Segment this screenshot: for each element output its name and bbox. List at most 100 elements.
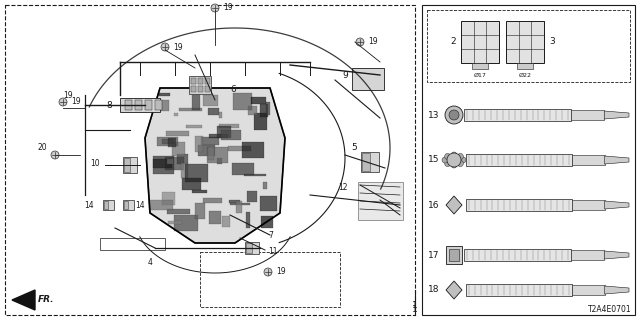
Bar [422,5,635,315]
Circle shape [445,106,463,124]
Bar [221,130,241,140]
Bar [177,155,188,164]
Bar [572,110,604,120]
Circle shape [445,154,451,159]
Bar [358,182,403,220]
Text: Ø17: Ø17 [474,73,486,77]
Circle shape [211,4,219,12]
Bar [123,157,137,173]
Polygon shape [12,290,35,310]
Polygon shape [604,251,629,259]
Bar [150,200,173,210]
Text: 19: 19 [63,91,72,100]
Text: 17: 17 [428,251,439,260]
Text: 19: 19 [71,98,81,107]
Text: FR.: FR. [38,295,54,305]
Text: 9: 9 [342,70,348,79]
Bar [155,100,162,110]
Bar [195,203,205,220]
Bar [217,126,231,138]
Bar [159,92,170,96]
Bar [222,216,230,227]
Bar [427,10,630,82]
Bar [168,138,176,148]
Bar [162,139,174,144]
Bar [104,201,108,209]
Bar [165,157,184,170]
Polygon shape [605,201,629,209]
Bar [203,198,221,203]
Bar [219,124,239,128]
Text: 19: 19 [173,43,182,52]
Bar [184,164,208,182]
Bar [466,154,572,166]
Bar [167,159,173,164]
Text: 12: 12 [339,183,348,193]
Bar [172,142,184,156]
Bar [466,284,572,296]
Bar [251,97,266,104]
Circle shape [449,110,459,120]
Bar [195,136,203,152]
Bar [154,156,174,174]
Bar [182,178,201,190]
Bar [446,246,462,264]
Polygon shape [605,156,629,164]
Text: 1: 1 [412,305,418,314]
Bar [181,163,188,178]
Bar [168,221,182,224]
Bar [207,147,228,163]
Bar [242,142,264,157]
Bar [253,113,266,130]
Circle shape [442,157,448,163]
Circle shape [458,154,463,159]
Polygon shape [605,286,629,294]
Circle shape [451,162,457,168]
Circle shape [460,157,466,163]
Bar [120,98,160,112]
Text: Ø22: Ø22 [518,73,531,77]
Text: 11: 11 [268,247,278,257]
Bar [362,153,370,171]
Bar [192,92,200,110]
Bar [228,146,251,151]
Bar [466,199,572,211]
Bar [236,201,243,213]
Bar [205,78,210,84]
Bar [209,133,228,138]
Bar [263,182,267,189]
Bar [572,285,605,295]
Bar [361,152,379,172]
Text: 19: 19 [276,268,285,276]
Bar [246,243,252,253]
Bar [233,93,252,110]
Bar [248,106,257,116]
Bar [472,63,488,69]
Bar [162,191,175,205]
Text: 13: 13 [428,110,439,119]
Bar [572,250,604,260]
Bar [201,137,218,145]
Polygon shape [604,111,629,119]
Bar [192,190,207,194]
Circle shape [59,98,67,106]
Bar [191,86,196,92]
Bar [198,86,203,92]
Bar [572,200,605,210]
Bar [260,196,277,211]
Bar [135,100,142,110]
Bar [244,174,266,177]
Circle shape [161,43,169,51]
Bar [266,102,271,116]
Bar [200,252,340,307]
Text: 3: 3 [549,37,555,46]
Text: 7: 7 [268,230,273,239]
Bar [219,112,222,118]
Text: T2A4E0701: T2A4E0701 [588,305,632,314]
Bar [260,104,268,116]
Circle shape [356,38,364,46]
Text: 19: 19 [368,37,378,46]
Text: 18: 18 [428,285,439,294]
Bar [449,249,459,261]
Bar [230,203,250,205]
